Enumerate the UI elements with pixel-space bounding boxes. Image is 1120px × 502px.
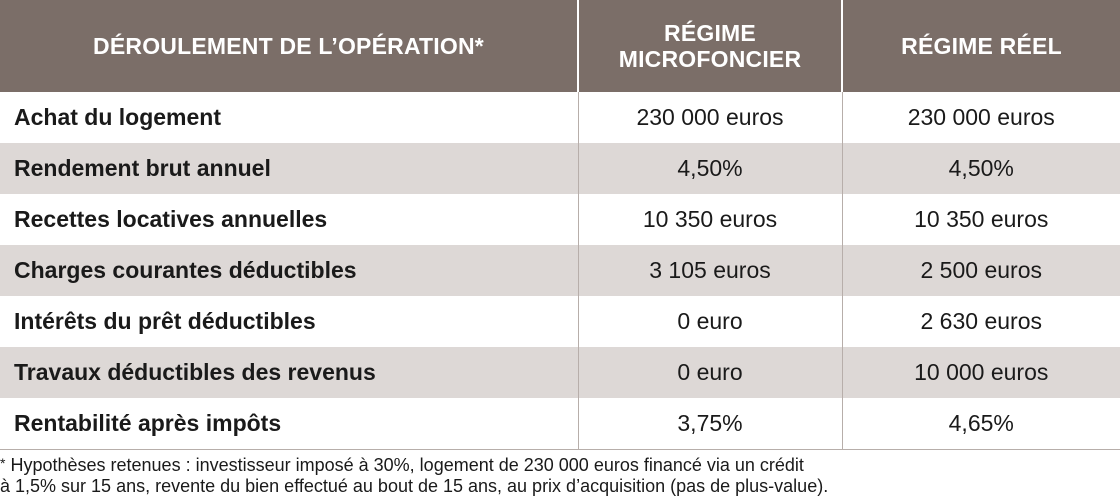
table-row: Recettes locatives annuelles 10 350 euro… — [0, 194, 1120, 245]
table-row: Rentabilité après impôts 3,75% 4,65% — [0, 398, 1120, 450]
micro-value: 4,50% — [577, 143, 842, 194]
row-label: Travaux déductibles des revenus — [0, 347, 578, 398]
footnote: * Hypothèses retenues : investisseur imp… — [0, 453, 1110, 497]
micro-value: 0 euro — [577, 296, 842, 347]
table-row: Travaux déductibles des revenus 0 euro 1… — [0, 347, 1120, 398]
table-header-row: DÉROULEMENT DE L’OPÉRATION* RÉGIME MICRO… — [0, 0, 1120, 92]
header-regime-reel: RÉGIME RÉEL — [841, 0, 1120, 92]
header-regime-microfoncier: RÉGIME MICROFONCIER — [577, 0, 842, 92]
row-label: Charges courantes déductibles — [0, 245, 578, 296]
header-micro-line2: MICROFONCIER — [618, 46, 802, 72]
header-operation: DÉROULEMENT DE L’OPÉRATION* — [0, 0, 578, 92]
micro-value: 10 350 euros — [577, 194, 842, 245]
micro-value: 3,75% — [577, 398, 842, 450]
reel-value: 10 350 euros — [841, 194, 1120, 245]
comparison-table: DÉROULEMENT DE L’OPÉRATION* RÉGIME MICRO… — [0, 0, 1120, 450]
row-label: Rendement brut annuel — [0, 143, 578, 194]
footnote-asterisk: * — [0, 455, 6, 471]
table-row: Charges courantes déductibles 3 105 euro… — [0, 245, 1120, 296]
row-label: Recettes locatives annuelles — [0, 194, 578, 245]
footnote-line1: Hypothèses retenues : investisseur impos… — [10, 455, 804, 475]
reel-value: 4,65% — [841, 398, 1120, 450]
row-label: Achat du logement — [0, 92, 578, 143]
table-row: Achat du logement 230 000 euros 230 000 … — [0, 92, 1120, 143]
footnote-line2: à 1,5% sur 15 ans, revente du bien effec… — [0, 476, 829, 496]
row-label: Intérêts du prêt déductibles — [0, 296, 578, 347]
table-row: Intérêts du prêt déductibles 0 euro 2 63… — [0, 296, 1120, 347]
reel-value: 10 000 euros — [841, 347, 1120, 398]
micro-value: 0 euro — [577, 347, 842, 398]
reel-value: 2 500 euros — [841, 245, 1120, 296]
header-micro-line1: RÉGIME — [664, 20, 756, 46]
reel-value: 2 630 euros — [841, 296, 1120, 347]
reel-value: 4,50% — [841, 143, 1120, 194]
table-row: Rendement brut annuel 4,50% 4,50% — [0, 143, 1120, 194]
row-label: Rentabilité après impôts — [0, 398, 578, 450]
reel-value: 230 000 euros — [841, 92, 1120, 143]
micro-value: 230 000 euros — [577, 92, 842, 143]
micro-value: 3 105 euros — [577, 245, 842, 296]
